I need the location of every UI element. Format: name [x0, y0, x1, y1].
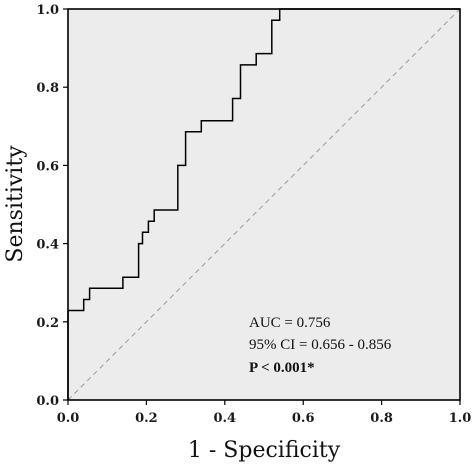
roc-curve-line: [67, 8, 460, 400]
x-axis-ticks: 0.0 0.2 0.4 0.6 0.8 1.0: [57, 400, 472, 426]
y-tick-label: 0.2: [36, 316, 59, 331]
y-tick-label: 0.6: [36, 159, 59, 174]
x-tick-label: 0.2: [135, 411, 158, 426]
y-axis-ticks: 0.0 0.2 0.4 0.6 0.8 1.0: [36, 3, 68, 409]
y-tick-label: 0.8: [36, 81, 59, 96]
x-axis-title: 1 - Specificity: [188, 438, 341, 463]
x-tick-label: 1.0: [449, 411, 472, 426]
reference-diagonal-line: [67, 8, 461, 401]
y-tick-label: 0.4: [36, 238, 59, 253]
x-tick-label: 0.6: [292, 411, 315, 426]
reference-line-group: [67, 8, 461, 401]
y-tick-label: 1.0: [36, 3, 59, 18]
roc-curve-group: [67, 8, 460, 400]
x-tick-label: 0.4: [213, 411, 236, 426]
y-tick-label: 0.0: [36, 394, 59, 409]
x-tick-label: 0.8: [370, 411, 393, 426]
p-value-annotation: P < 0.001*: [249, 360, 315, 376]
plot-frame: [67, 8, 461, 401]
ci-annotation: 95% CI = 0.656 - 0.856: [249, 337, 392, 353]
y-axis-title: Sensitivity: [3, 145, 28, 263]
x-tick-label: 0.0: [57, 411, 80, 426]
auc-annotation: AUC = 0.756: [249, 315, 331, 331]
